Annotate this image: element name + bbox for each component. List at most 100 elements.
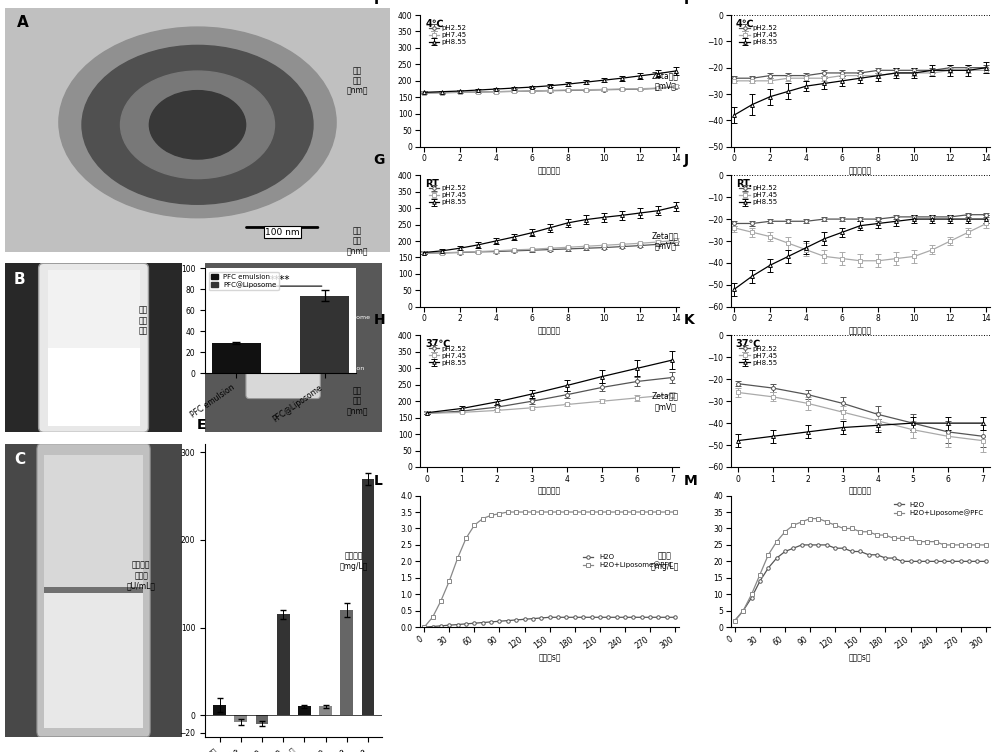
H2O	[569, 613, 581, 622]
H2O+Liposome@PFC	[519, 508, 531, 517]
Text: K: K	[684, 314, 695, 327]
H2O+Liposome@PFC	[627, 508, 639, 517]
H2O+Liposome@PFC	[787, 520, 799, 529]
FancyBboxPatch shape	[39, 263, 148, 432]
Text: 37℃: 37℃	[736, 339, 761, 350]
Bar	[256, 715, 268, 724]
H2O+Liposome@PFC	[971, 541, 983, 550]
H2O	[930, 556, 942, 566]
H2O	[452, 620, 464, 629]
H2O+Liposome@PFC	[729, 616, 741, 625]
H2O+Liposome@PFC	[871, 531, 883, 540]
Bar	[298, 706, 311, 715]
H2O+Liposome@PFC	[619, 508, 631, 517]
H2O	[754, 577, 766, 586]
H2O	[644, 613, 656, 622]
H2O	[896, 556, 908, 566]
Text: A: A	[17, 15, 28, 30]
H2O	[544, 613, 556, 622]
Text: J: J	[684, 153, 689, 167]
H2O	[560, 613, 572, 622]
Y-axis label: Zeta电位
（mV）: Zeta电位 （mV）	[652, 392, 679, 411]
Legend: H2O, H2O+Liposome@PFC: H2O, H2O+Liposome@PFC	[580, 551, 676, 572]
H2O+Liposome@PFC	[771, 537, 783, 546]
H2O+Liposome@PFC	[611, 508, 623, 517]
H2O	[427, 622, 439, 631]
H2O+Liposome@PFC	[955, 541, 967, 550]
Legend: PFC emulsion, PFC@Liposome: PFC emulsion, PFC@Liposome	[209, 271, 279, 290]
Text: G: G	[373, 153, 385, 167]
X-axis label: 时间（s）: 时间（s）	[538, 653, 561, 663]
Text: 100 nm: 100 nm	[265, 228, 300, 237]
H2O+Liposome@PFC	[821, 517, 833, 526]
H2O	[493, 617, 505, 626]
H2O+Liposome@PFC	[779, 527, 791, 536]
Text: F: F	[373, 0, 383, 8]
H2O+Liposome@PFC	[762, 550, 774, 559]
H2O	[519, 615, 531, 624]
FancyBboxPatch shape	[246, 270, 320, 399]
H2O+Liposome@PFC	[577, 508, 589, 517]
H2O	[510, 615, 522, 624]
H2O+Liposome@PFC	[544, 508, 556, 517]
H2O+Liposome@PFC	[905, 534, 917, 543]
Bar	[48, 347, 140, 426]
H2O	[846, 547, 858, 556]
Bar	[213, 705, 226, 715]
Text: I: I	[684, 0, 689, 8]
Ellipse shape	[149, 91, 246, 159]
Line: H2O: H2O	[733, 543, 988, 623]
Ellipse shape	[82, 45, 313, 205]
H2O	[779, 547, 791, 556]
H2O	[586, 613, 598, 622]
Bar	[212, 343, 261, 373]
H2O+Liposome@PFC	[888, 534, 900, 543]
H2O	[611, 613, 623, 622]
H2O+Liposome@PFC	[946, 541, 958, 550]
Legend: pH2.52, pH7.45, pH8.55: pH2.52, pH7.45, pH8.55	[737, 183, 780, 208]
Y-axis label: 颗粒
尺寸
（nm）: 颗粒 尺寸 （nm）	[347, 66, 368, 96]
Text: RT.: RT.	[736, 179, 752, 190]
H2O	[787, 544, 799, 553]
Y-axis label: Zeta电位
（mV）: Zeta电位 （mV）	[652, 71, 679, 90]
H2O+Liposome@PFC	[644, 508, 656, 517]
H2O	[502, 616, 514, 625]
H2O+Liposome@PFC	[493, 509, 505, 518]
H2O	[905, 556, 917, 566]
H2O+Liposome@PFC	[418, 623, 430, 632]
Text: M: M	[684, 474, 698, 487]
H2O+Liposome@PFC	[804, 514, 816, 523]
H2O+Liposome@PFC	[477, 514, 489, 523]
H2O	[771, 553, 783, 562]
Legend: pH2.52, pH7.45, pH8.55: pH2.52, pH7.45, pH8.55	[737, 343, 780, 368]
Bar	[44, 593, 143, 728]
H2O+Liposome@PFC	[896, 534, 908, 543]
H2O+Liposome@PFC	[510, 508, 522, 517]
H2O+Liposome@PFC	[468, 520, 480, 529]
Legend: H2O, H2O+Liposome@PFC: H2O, H2O+Liposome@PFC	[891, 499, 987, 519]
H2O+Liposome@PFC	[552, 508, 564, 517]
H2O	[829, 544, 841, 553]
Bar	[48, 270, 140, 347]
Text: RT: RT	[425, 179, 439, 190]
Y-axis label: 颗粒
尺寸
（nm）: 颗粒 尺寸 （nm）	[347, 226, 368, 256]
Line: H2O+Liposome@PFC: H2O+Liposome@PFC	[733, 517, 988, 623]
X-axis label: 时间（天）: 时间（天）	[538, 326, 561, 335]
X-axis label: 时间（天）: 时间（天）	[538, 487, 561, 496]
H2O+Liposome@PFC	[586, 508, 598, 517]
X-axis label: 时间（s）: 时间（s）	[849, 653, 872, 663]
H2O+Liposome@PFC	[602, 508, 614, 517]
Bar	[340, 610, 353, 715]
H2O	[746, 593, 758, 602]
Text: H: H	[373, 314, 385, 327]
H2O	[812, 541, 824, 550]
H2O	[971, 556, 983, 566]
H2O	[669, 613, 681, 622]
H2O+Liposome@PFC	[854, 527, 866, 536]
H2O	[527, 614, 539, 623]
Text: 37℃: 37℃	[425, 339, 450, 350]
X-axis label: 时间（天）: 时间（天）	[849, 326, 872, 335]
H2O+Liposome@PFC	[913, 537, 925, 546]
H2O+Liposome@PFC	[661, 508, 673, 517]
H2O+Liposome@PFC	[921, 537, 933, 546]
